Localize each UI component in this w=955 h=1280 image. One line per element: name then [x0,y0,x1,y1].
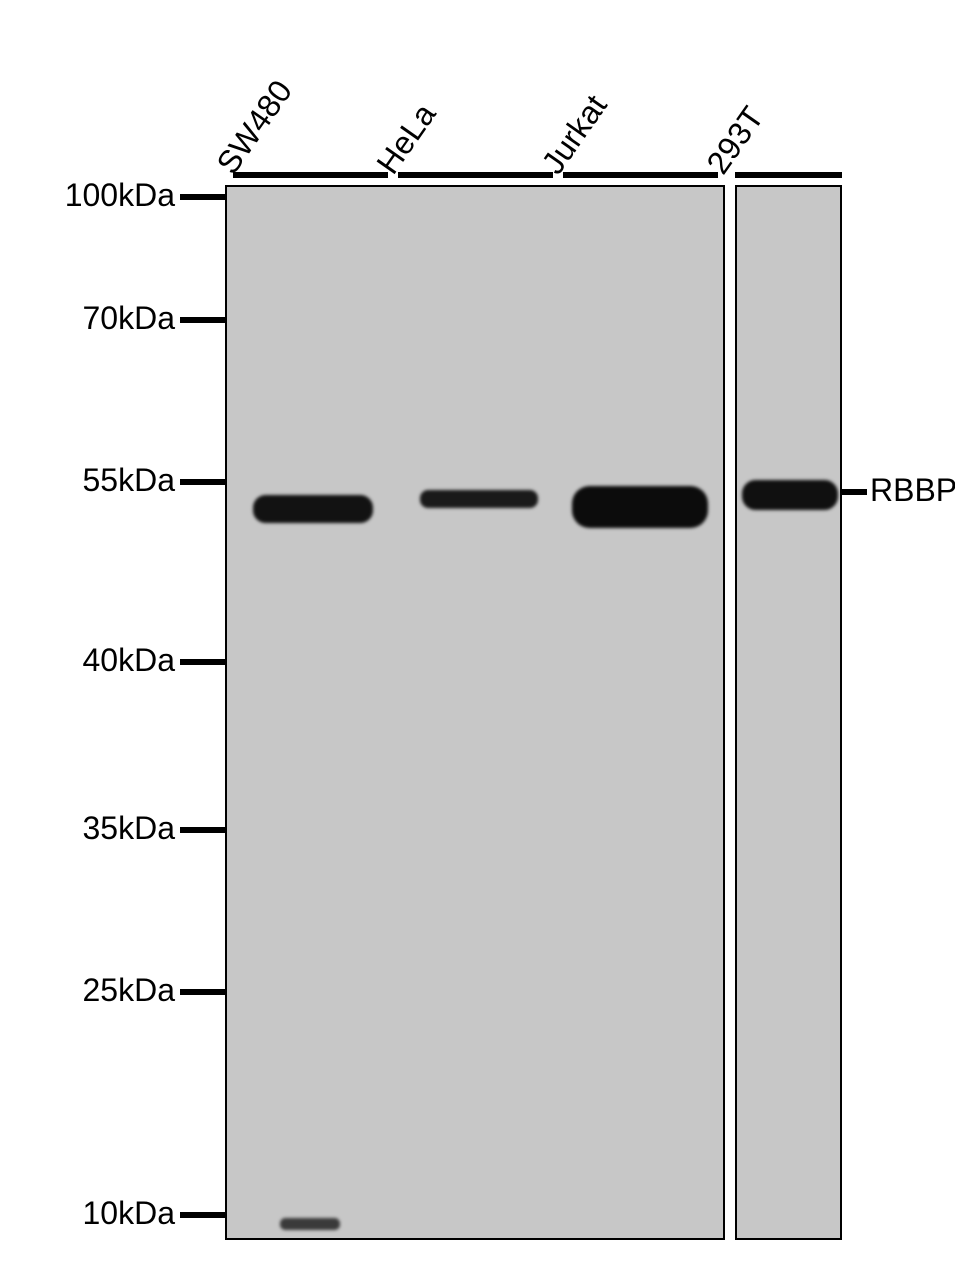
target-label: RBBP4 [870,472,955,509]
lane-bar-293T [735,172,842,178]
lane-label-Jurkat: Jurkat [534,88,614,181]
lane-bar-SW480 [233,172,388,178]
lane-label-SW480: SW480 [209,74,299,181]
mw-tick [180,659,225,665]
mw-tick [180,194,225,200]
band-HeLa [420,490,538,508]
mw-tick [180,989,225,995]
membrane-m2 [735,185,842,1240]
mw-label: 70kDa [0,300,175,337]
band-SW480 [253,495,373,523]
western-blot-figure: 100kDa 70kDa 55kDa 40kDa 35kDa 25kDa 10kDa SW48… [0,0,955,1280]
target-tick [842,489,867,495]
band-SW480 [280,1218,340,1230]
lane-bar-HeLa [398,172,553,178]
mw-tick [180,317,225,323]
lane-label-293T: 293T [699,100,771,181]
mw-label: 40kDa [0,642,175,679]
lane-label-HeLa: HeLa [369,97,443,181]
mw-label: 10kDa [0,1195,175,1232]
mw-label: 35kDa [0,810,175,847]
mw-label: 25kDa [0,972,175,1009]
band-Jurkat [572,486,708,528]
mw-tick [180,827,225,833]
mw-tick [180,479,225,485]
membrane-m1 [225,185,725,1240]
mw-label: 100kDa [0,177,175,214]
mw-tick [180,1212,225,1218]
lane-bar-Jurkat [563,172,718,178]
band-293T [742,480,838,510]
mw-label: 55kDa [0,462,175,499]
